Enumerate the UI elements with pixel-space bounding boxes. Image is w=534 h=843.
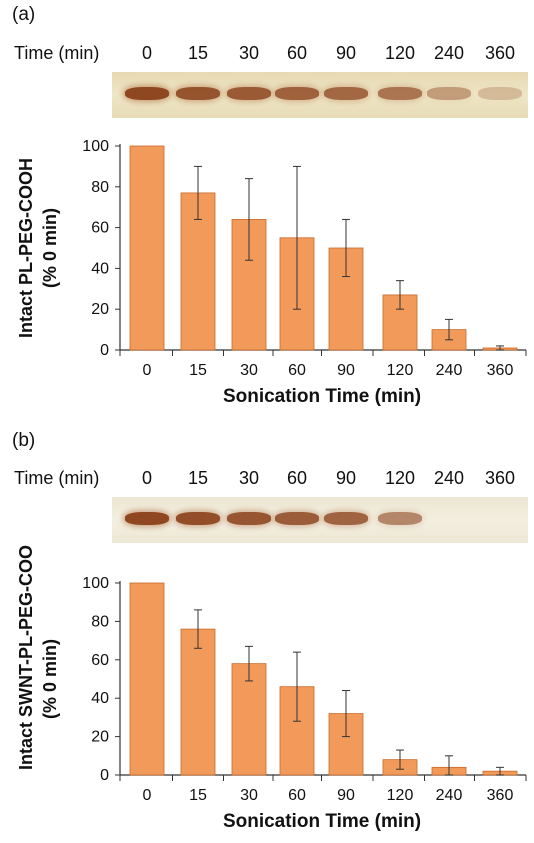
y-tick-label: 80 xyxy=(91,179,109,196)
y-tick-label: 80 xyxy=(91,613,109,630)
time-value: 15 xyxy=(187,43,209,63)
x-tick-label: 60 xyxy=(288,362,306,379)
gel-band xyxy=(324,512,368,525)
time-value: 15 xyxy=(187,468,209,488)
gel-band xyxy=(378,87,422,100)
x-tick-label: 90 xyxy=(337,362,355,379)
time-row-b: Time (min) 0 15 30 60 90 120 240 360 xyxy=(0,468,534,492)
x-axis-title: Sonication Time (min) xyxy=(223,811,421,832)
time-row-a: Time (min) 0 15 30 60 90 120 240 360 xyxy=(0,43,534,67)
bar-chart-b: 0 20 40 60 80 100 0 15 30 60 90 120 240 360 Sonication… xyxy=(16,545,527,832)
gel-band xyxy=(176,512,220,525)
y-tick-label: 100 xyxy=(82,138,109,155)
time-value: 120 xyxy=(384,468,416,488)
gel-band xyxy=(227,87,271,100)
y-tick-label: 100 xyxy=(82,575,109,592)
gel-image-b xyxy=(112,497,528,543)
x-tick-label: 15 xyxy=(189,362,207,379)
time-row-title: Time (min) xyxy=(14,468,100,488)
y-axis-title: Intact PL-PEG-COOH xyxy=(16,158,36,338)
time-value: 90 xyxy=(335,468,357,488)
y-axis-subtitle: (% 0 min) xyxy=(40,208,60,288)
y-tick-label: 20 xyxy=(91,729,109,746)
bar xyxy=(180,628,216,776)
y-axis-subtitle: (% 0 min) xyxy=(40,639,60,719)
x-axis-title: Sonication Time (min) xyxy=(223,386,421,407)
x-tick-label: 120 xyxy=(387,362,414,379)
time-row-title: Time (min) xyxy=(14,43,100,63)
x-tick-label: 60 xyxy=(288,787,306,804)
gel-band xyxy=(125,87,169,100)
x-tick-label: 30 xyxy=(240,362,258,379)
bar xyxy=(129,145,165,351)
y-tick-label: 0 xyxy=(100,342,109,359)
time-value: 360 xyxy=(484,468,516,488)
gel-band xyxy=(378,512,422,525)
gel-image-a xyxy=(112,72,528,118)
y-tick-label: 60 xyxy=(91,220,109,237)
x-tick-label: 240 xyxy=(436,362,463,379)
panel-b-label: (b) xyxy=(12,430,36,451)
x-tick-label: 360 xyxy=(487,787,514,804)
time-value: 60 xyxy=(286,43,308,63)
time-value: 0 xyxy=(141,468,153,488)
time-value: 60 xyxy=(286,468,308,488)
y-tick-label: 60 xyxy=(91,652,109,669)
time-value: 0 xyxy=(141,43,153,63)
bar xyxy=(231,663,267,776)
x-tick-label: 90 xyxy=(337,787,355,804)
gel-band xyxy=(478,87,522,100)
gel-band xyxy=(227,512,271,525)
x-tick-label: 120 xyxy=(387,787,414,804)
gel-band xyxy=(324,87,368,100)
y-tick-label: 40 xyxy=(91,260,109,277)
bar xyxy=(129,582,165,776)
time-value: 30 xyxy=(238,468,260,488)
y-tick-label: 0 xyxy=(100,767,109,784)
y-tick-label: 40 xyxy=(91,690,109,707)
y-tick-label: 20 xyxy=(91,301,109,318)
time-value: 240 xyxy=(433,43,465,63)
x-tick-label: 0 xyxy=(143,787,152,804)
time-value: 30 xyxy=(238,43,260,63)
x-tick-label: 0 xyxy=(143,362,152,379)
time-value: 120 xyxy=(384,43,416,63)
time-value: 360 xyxy=(484,43,516,63)
panel-a-label: (a) xyxy=(12,4,36,25)
x-tick-label: 240 xyxy=(436,787,463,804)
bar-chart-a: 0 20 40 60 80 100 0 15 30 60 90 120 240 360 Sonication… xyxy=(16,138,527,407)
gel-band xyxy=(275,87,319,100)
gel-band xyxy=(275,512,319,525)
gel-band xyxy=(427,87,471,100)
gel-band xyxy=(125,512,169,525)
x-tick-label: 360 xyxy=(487,362,514,379)
time-value: 90 xyxy=(335,43,357,63)
gel-band xyxy=(176,87,220,100)
x-tick-label: 30 xyxy=(240,787,258,804)
x-tick-label: 15 xyxy=(189,787,207,804)
time-value: 240 xyxy=(433,468,465,488)
y-axis-title: Intact SWNT-PL-PEG-COOH xyxy=(16,545,36,770)
